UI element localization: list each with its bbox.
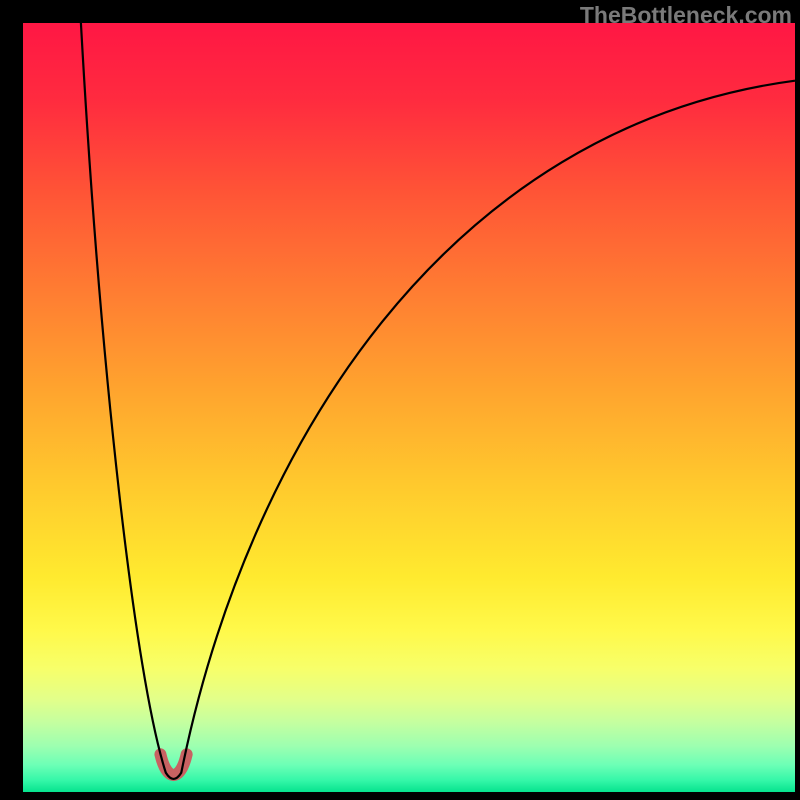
plot-area: [23, 23, 795, 792]
resonance-curve: [81, 23, 795, 779]
watermark-text: TheBottleneck.com: [580, 2, 792, 29]
curve-layer: [23, 23, 795, 792]
